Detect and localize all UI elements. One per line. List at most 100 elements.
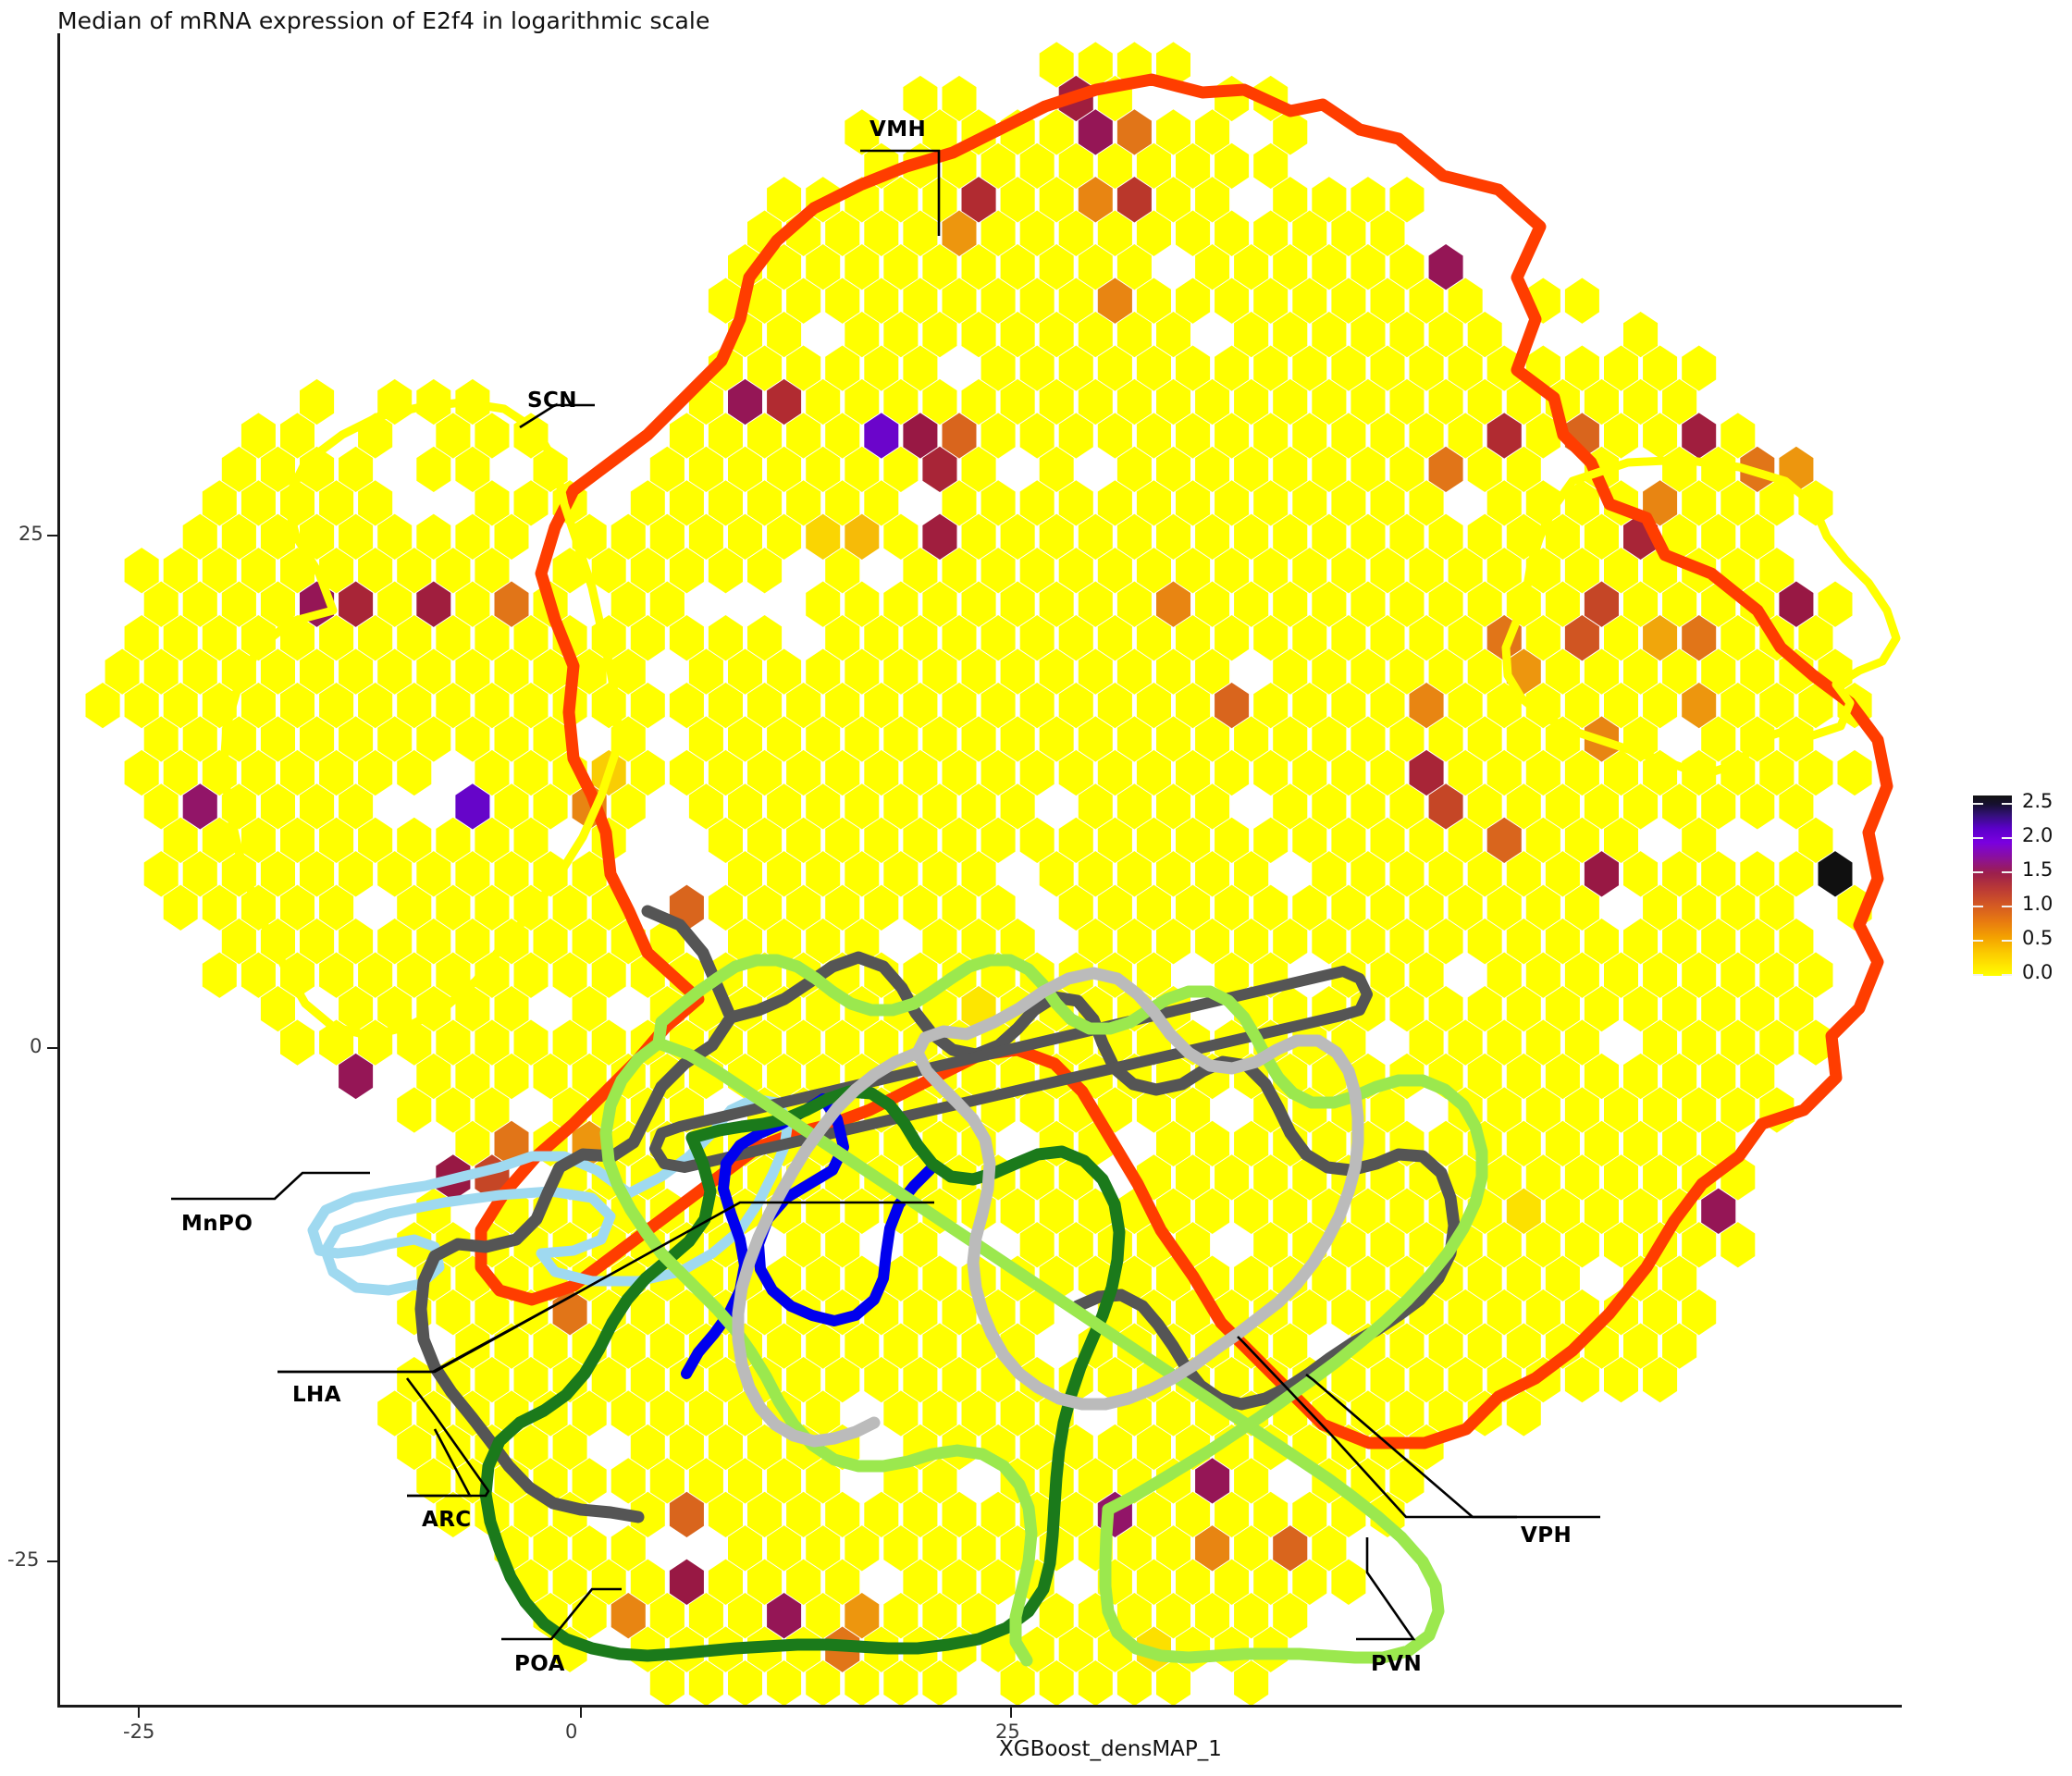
- hexbin-cell: [221, 513, 256, 560]
- region-label-vph: VPH: [1521, 1523, 1572, 1548]
- hexbin-cell: [1039, 1659, 1074, 1705]
- hexbin-cell: [825, 1356, 860, 1403]
- hexbin-cell: [339, 716, 374, 762]
- hexbin-cell: [1350, 311, 1386, 358]
- hexbin-cell: [182, 851, 217, 897]
- hexbin-cell: [1215, 345, 1250, 391]
- hexbin-cell: [533, 783, 568, 830]
- hexbin-cell: [1467, 1053, 1502, 1100]
- hexbin-cell: [864, 480, 899, 526]
- hexbin-cell: [1156, 378, 1190, 426]
- hexbin-cell: [124, 615, 159, 661]
- hexbin-cell: [1409, 952, 1444, 998]
- hexbin-cell: [1682, 1289, 1717, 1336]
- hexbin-cell: [1000, 783, 1035, 830]
- hexbin-cell: [1195, 1188, 1230, 1234]
- hexbin-cell: [980, 682, 1016, 729]
- hexbin-cell: [883, 177, 919, 223]
- hexbin-cell: [475, 749, 510, 796]
- hexbin-cell: [747, 1491, 783, 1538]
- hexbin-cell: [883, 1525, 919, 1572]
- hexbin-cell: [1370, 615, 1405, 661]
- hexbin-cell: [1623, 1120, 1659, 1167]
- hexbin-cell: [475, 1289, 510, 1336]
- hexbin-cell: [591, 1019, 626, 1066]
- leader-line-mnpo: [171, 1171, 370, 1201]
- hexbin-cell: [980, 615, 1016, 661]
- hexbin-cell: [1623, 919, 1659, 965]
- hexbin-cell: [1331, 480, 1366, 526]
- hexbin-cell: [1545, 648, 1580, 695]
- hexbin-cell: [416, 919, 451, 965]
- hexbin-cell: [1798, 817, 1833, 863]
- hexbin-cell: [1389, 1390, 1424, 1437]
- hexbin-cell: [708, 884, 743, 931]
- hexbin-cell: [533, 919, 568, 965]
- hexbin-cell: [845, 446, 880, 493]
- hexbin-cell: [806, 513, 841, 560]
- hexbin-cell: [377, 716, 413, 762]
- hexbin-cell: [1058, 1626, 1093, 1672]
- hexbin-cell: [436, 817, 471, 863]
- hexbin-cell: [436, 1087, 471, 1133]
- hexbin-cell: [182, 648, 217, 695]
- hexbin-cell: [1176, 682, 1211, 729]
- hexbin-cell: [669, 682, 704, 729]
- hexbin-cell: [1292, 817, 1327, 863]
- hexbin-cell: [669, 749, 704, 796]
- hexbin-cell: [1740, 985, 1775, 1032]
- hexbin-cell: [980, 345, 1016, 391]
- hexbin-cell: [416, 716, 451, 762]
- hexbin-cell: [163, 682, 198, 729]
- hexbin-cell: [845, 513, 880, 560]
- hexbin-cell: [358, 548, 393, 594]
- hexbin-cell: [728, 648, 762, 695]
- hexbin-cell: [1506, 1323, 1541, 1369]
- hexbin-cell: [1273, 1323, 1308, 1369]
- region-label-lha: LHA: [292, 1383, 341, 1407]
- hexbin-cell: [1195, 851, 1230, 897]
- hexbin-cell: [825, 817, 860, 863]
- hexbin-cell: [1545, 1188, 1580, 1234]
- hexbin-cell: [1525, 952, 1560, 998]
- hexbin-cell: [669, 1491, 704, 1538]
- hexbin-cell: [1292, 278, 1327, 324]
- hexbin-cell: [1253, 345, 1289, 391]
- hexbin-cell: [1389, 244, 1424, 290]
- hexbin-cell: [300, 648, 335, 695]
- hexbin-cell: [1116, 109, 1152, 155]
- hexbin-cell: [1662, 648, 1697, 695]
- hexbin-cell: [883, 783, 919, 830]
- hexbin-cell: [377, 851, 413, 897]
- hexbin-cell: [903, 548, 938, 594]
- hexbin-cell: [397, 884, 432, 931]
- hexbin-cell: [1370, 884, 1405, 931]
- hexbin-cell: [767, 851, 802, 897]
- hexbin-cell: [1798, 615, 1833, 661]
- hexbin-cell: [1116, 851, 1152, 897]
- hexbin-cell: [1331, 749, 1366, 796]
- hexbin-cell: [1215, 548, 1250, 594]
- hexbin-cell: [1273, 311, 1308, 358]
- hexbin-cell: [143, 581, 179, 627]
- hexbin-cell: [1292, 413, 1327, 459]
- hexbin-cell: [1448, 615, 1483, 661]
- hexbin-cell: [1525, 817, 1560, 863]
- hexbin-cell: [1215, 1491, 1250, 1538]
- hexbin-cell: [845, 1525, 880, 1572]
- hexbin-cell: [1584, 648, 1619, 695]
- hexbin-cell: [552, 884, 587, 931]
- hexbin-cell: [1486, 1289, 1522, 1336]
- hexbin-cell: [319, 884, 354, 931]
- hexbin-cell: [825, 615, 860, 661]
- hexbin-cell: [864, 1356, 899, 1403]
- hexbin-cell: [1564, 1154, 1599, 1201]
- hexbin-cell: [1798, 952, 1833, 998]
- hexbin-cell: [377, 919, 413, 965]
- hexbin-cell: [436, 413, 471, 459]
- hexbin-cell: [1039, 716, 1074, 762]
- hexbin-cell: [436, 1019, 471, 1066]
- hexbin-cell: [1078, 109, 1113, 155]
- hexbin-cell: [864, 884, 899, 931]
- hexbin-cell: [475, 884, 510, 931]
